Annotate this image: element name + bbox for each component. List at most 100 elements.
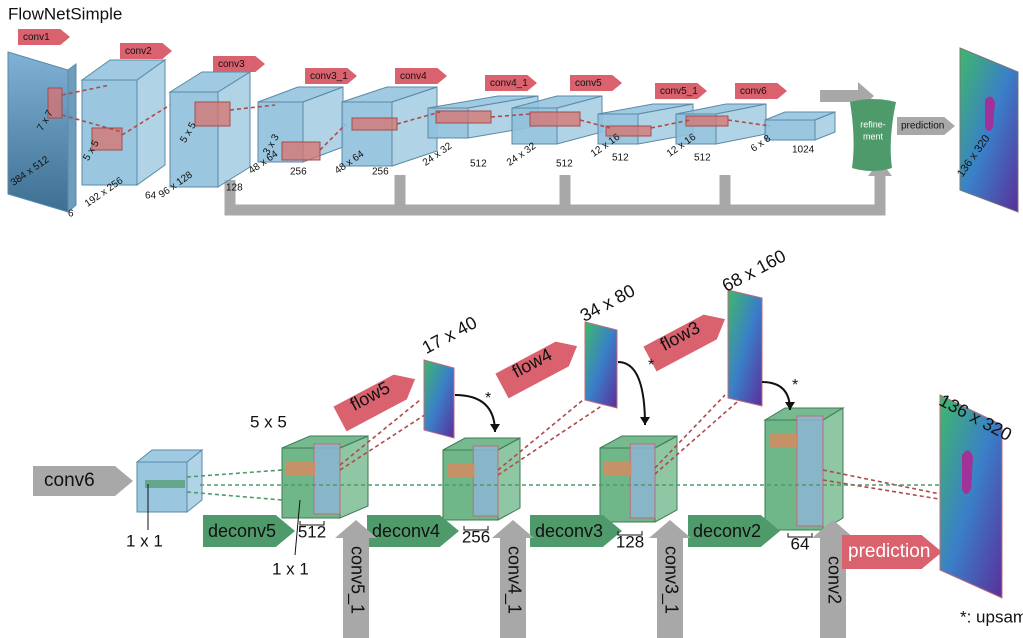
kernel-patch: [194, 101, 231, 127]
dashed-connection: [727, 119, 771, 127]
label: 512: [694, 153, 711, 164]
kernel-patch: [435, 110, 492, 124]
label: 512: [612, 153, 629, 164]
label: 68 x 160: [719, 246, 789, 296]
input-arrow: [492, 520, 534, 638]
cube-side: [217, 71, 251, 188]
refinement-block: [850, 99, 896, 171]
cube: [281, 435, 369, 519]
dashed-connection: [121, 104, 171, 136]
label: conv6: [44, 470, 95, 491]
upsample-arrow: [617, 361, 646, 426]
dashed-connection: [61, 84, 111, 96]
pointer: [294, 499, 301, 556]
label: 5 x 5: [250, 412, 287, 431]
label: deconv5: [208, 521, 276, 541]
cube: [168, 71, 252, 188]
label: 512: [556, 159, 573, 170]
layer-arrow: [655, 83, 707, 99]
layer-arrow: [119, 43, 172, 59]
kernel-patch: [529, 111, 581, 127]
label: 24 x 32: [505, 141, 539, 169]
dashed-connection: [654, 394, 746, 475]
dashed-connection: [497, 404, 604, 476]
label: conv4: [400, 71, 427, 82]
deconv-arrow: [367, 515, 459, 547]
layer-arrow: [395, 68, 447, 84]
flow-arrow: [333, 374, 416, 432]
label: ment: [863, 131, 884, 141]
flow-image: [584, 321, 618, 409]
cube: [764, 111, 836, 141]
layer-arrow: [213, 56, 265, 72]
label: 128: [226, 183, 243, 194]
deconv-arrow: [688, 515, 780, 547]
kernel-patch: [47, 87, 63, 119]
dashed-connection: [319, 124, 346, 151]
cube-side: [654, 435, 678, 523]
cube-side: [339, 435, 369, 519]
layer-arrow: [485, 75, 537, 91]
input-arrow: [33, 466, 133, 496]
kernel-patch: [286, 462, 315, 476]
label: 1 x 1: [126, 531, 163, 550]
dashed-connection: [339, 404, 441, 471]
concat-slab: [313, 443, 341, 515]
dashed-connection: [61, 114, 123, 133]
flow-image: [423, 359, 455, 439]
label: 256: [462, 527, 490, 546]
dashed-connection: [186, 491, 283, 501]
flow-arrow: [495, 341, 578, 399]
label: conv2: [824, 556, 844, 604]
label: conv4_1: [490, 78, 528, 89]
title: FlowNetSimple: [8, 4, 122, 23]
arrow-head: [785, 402, 795, 410]
label: 128: [616, 532, 644, 551]
cube-side: [497, 437, 521, 521]
label: refine-: [860, 119, 886, 129]
label: 1 x 1: [272, 559, 309, 578]
label: conv4_1: [503, 546, 524, 614]
label: deconv2: [693, 521, 761, 541]
label: *: [792, 377, 798, 394]
kernel-patch: [604, 462, 632, 476]
cube: [80, 59, 167, 186]
label: 512: [298, 522, 326, 541]
layer-arrow: [305, 68, 357, 84]
label: conv1: [23, 32, 50, 43]
dashed-connection: [229, 104, 276, 111]
kernel-patch: [145, 480, 185, 488]
label: *: [648, 357, 654, 374]
output-figure: [985, 96, 995, 131]
dashed-connection: [654, 394, 726, 469]
label: 6: [68, 209, 74, 220]
label: conv6: [740, 86, 767, 97]
label: conv3_1: [660, 546, 681, 614]
flow-image: [727, 289, 763, 407]
layer-arrow: [735, 83, 787, 99]
deconv-arrow: [530, 515, 622, 547]
cube-front: [257, 101, 304, 163]
label: 1024: [792, 145, 815, 156]
cube: [341, 86, 438, 167]
label: 64: [145, 191, 157, 202]
label: 256: [290, 167, 307, 178]
output-flow: [939, 394, 1003, 599]
upsample-arrow: [761, 381, 791, 411]
channel-bracket: [787, 533, 813, 538]
label: conv3_1: [310, 71, 348, 82]
dashed-connection: [579, 119, 611, 129]
label: conv2: [125, 46, 152, 57]
channel-bracket: [463, 526, 489, 531]
label: 17 x 40: [419, 312, 481, 357]
kernel-patch: [91, 127, 123, 151]
concat-slab: [629, 443, 656, 519]
prediction-arrow: [842, 535, 942, 569]
kernel-patch: [351, 117, 398, 131]
label: conv3: [218, 59, 245, 70]
dashed-connection: [396, 111, 441, 125]
cube-side: [822, 407, 844, 531]
input-arrow: [649, 520, 691, 638]
label: *: [485, 390, 491, 407]
